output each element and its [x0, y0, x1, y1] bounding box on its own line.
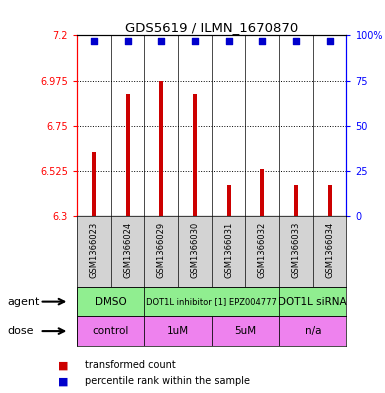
- Text: ■: ■: [58, 376, 68, 386]
- Bar: [144, 287, 279, 316]
- Bar: [328, 185, 331, 216]
- Point: [91, 38, 97, 44]
- Bar: [77, 316, 144, 346]
- Text: DOT1L siRNA: DOT1L siRNA: [278, 297, 347, 307]
- Bar: [226, 185, 231, 216]
- Text: agent: agent: [8, 297, 40, 307]
- Bar: [126, 94, 129, 216]
- Text: n/a: n/a: [305, 326, 321, 336]
- Bar: [279, 316, 346, 346]
- Text: GSM1366033: GSM1366033: [291, 222, 300, 278]
- Text: DMSO: DMSO: [95, 297, 127, 307]
- Text: ■: ■: [58, 360, 68, 371]
- Text: GSM1366024: GSM1366024: [123, 222, 132, 278]
- Point: [192, 38, 198, 44]
- Text: percentile rank within the sample: percentile rank within the sample: [85, 376, 250, 386]
- Point: [293, 38, 299, 44]
- Bar: [260, 169, 264, 216]
- Text: GSM1366034: GSM1366034: [325, 222, 334, 278]
- Title: GDS5619 / ILMN_1670870: GDS5619 / ILMN_1670870: [125, 21, 298, 34]
- Text: GSM1366031: GSM1366031: [224, 222, 233, 278]
- Text: dose: dose: [8, 326, 34, 336]
- Point: [158, 38, 164, 44]
- Text: DOT1L inhibitor [1] EPZ004777: DOT1L inhibitor [1] EPZ004777: [146, 297, 277, 306]
- Point: [259, 38, 265, 44]
- Bar: [144, 316, 212, 346]
- Text: transformed count: transformed count: [85, 360, 176, 371]
- Bar: [77, 287, 144, 316]
- Bar: [193, 94, 197, 216]
- Bar: [212, 316, 279, 346]
- Text: GSM1366032: GSM1366032: [258, 222, 267, 278]
- Bar: [294, 185, 298, 216]
- Point: [226, 38, 232, 44]
- Point: [124, 38, 131, 44]
- Text: 1uM: 1uM: [167, 326, 189, 336]
- Point: [326, 38, 333, 44]
- Bar: [159, 81, 163, 216]
- Text: GSM1366023: GSM1366023: [89, 222, 98, 278]
- Text: 5uM: 5uM: [234, 326, 256, 336]
- Text: GSM1366030: GSM1366030: [191, 222, 199, 278]
- Bar: [279, 287, 346, 316]
- Bar: [92, 152, 96, 216]
- Text: control: control: [92, 326, 129, 336]
- Text: GSM1366029: GSM1366029: [157, 222, 166, 278]
